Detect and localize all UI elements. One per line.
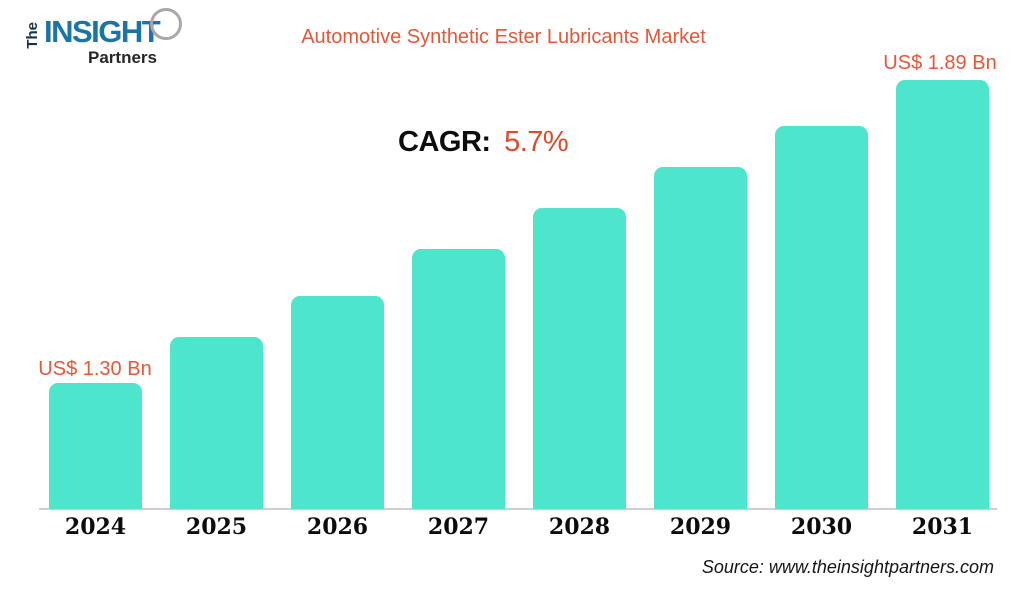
source-text: Source: www.theinsightpartners.com [701,557,994,577]
last-bar-value-label: US$ 1.89 Bn [883,52,997,74]
cagr-value: 5.7% [504,126,569,158]
magnifier-icon [150,8,182,40]
cagr-annotation: CAGR: 5.7% [398,126,569,159]
first-bar-value-label: US$ 1.30 Bn [38,358,152,380]
x-axis-line [39,508,997,510]
bar-2030 [775,126,868,509]
bar-2028 [533,208,626,509]
chart-title: Automotive Synthetic Ester Lubricants Ma… [301,26,706,48]
bar-2024 [49,383,142,509]
x-tick-2031: 2031 [911,514,974,540]
x-tick-2029: 2029 [669,514,732,540]
logo-partners-text: Partners [88,48,157,67]
cagr-label: CAGR: [398,126,491,158]
bar-2027 [412,249,505,509]
bar-2025 [170,337,263,509]
bar-2026 [291,296,384,509]
x-tick-2025: 2025 [185,514,248,540]
x-tick-2030: 2030 [790,514,853,540]
x-tick-2024: 2024 [64,514,127,540]
bar-2029 [654,167,747,509]
insight-partners-logo: The INSIGHT Partners [22,8,192,72]
logo-insight-text: INSIGHT [44,14,161,49]
x-tick-2026: 2026 [306,514,369,540]
bar-2031 [896,80,989,509]
x-tick-2027: 2027 [427,514,490,540]
x-tick-2028: 2028 [548,514,611,540]
